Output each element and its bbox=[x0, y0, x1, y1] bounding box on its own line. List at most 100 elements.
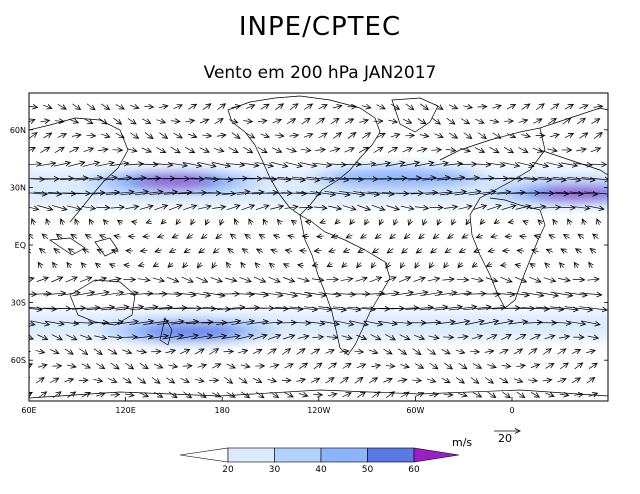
wind-arrow bbox=[129, 321, 153, 325]
wind-arrow bbox=[448, 105, 458, 109]
wind-arrow bbox=[50, 378, 58, 382]
wind-arrow bbox=[342, 393, 352, 397]
wind-arrow bbox=[458, 206, 472, 209]
wind-arrow bbox=[342, 263, 347, 267]
wind-arrow bbox=[57, 292, 80, 295]
wind-arrow bbox=[98, 118, 107, 124]
wind-arrow bbox=[72, 292, 94, 297]
wind-arrow bbox=[284, 393, 293, 397]
wind-arrow bbox=[385, 334, 395, 339]
wind-arrow bbox=[371, 262, 375, 267]
wind-arrow bbox=[588, 363, 597, 369]
wind-arrow bbox=[296, 349, 305, 355]
wind-arrow bbox=[183, 391, 191, 398]
wind-arrow bbox=[142, 118, 150, 124]
wind-arrow bbox=[405, 135, 414, 136]
wind-arrow bbox=[431, 117, 440, 124]
wind-arrow bbox=[448, 234, 454, 238]
wind-arrow bbox=[486, 335, 497, 340]
wind-arrow bbox=[506, 105, 515, 110]
wind-arrow bbox=[202, 135, 211, 136]
wind-arrow bbox=[227, 262, 231, 269]
wind-arrow bbox=[206, 218, 209, 225]
wind-arrow bbox=[442, 279, 454, 280]
wind-arrow bbox=[385, 366, 395, 367]
wind-arrow bbox=[434, 134, 443, 138]
lon-label: 60W bbox=[406, 406, 424, 415]
wind-arrow bbox=[441, 348, 449, 354]
wind-arrow bbox=[520, 236, 527, 237]
wind-arrow bbox=[199, 249, 206, 253]
wind-arrow bbox=[216, 234, 222, 239]
wind-arrow bbox=[57, 104, 66, 109]
wind-arrow bbox=[455, 377, 464, 384]
wind-arrow bbox=[400, 364, 409, 367]
wind-arrow bbox=[579, 306, 607, 310]
legend-low-triangle bbox=[179, 447, 229, 463]
wind-arrow bbox=[252, 349, 262, 353]
wind-arrow bbox=[184, 249, 191, 253]
wind-arrow bbox=[132, 222, 138, 223]
wind-arrow bbox=[206, 336, 226, 339]
wind-arrow bbox=[50, 350, 59, 354]
lat-label: 30N bbox=[10, 183, 26, 192]
wind-arrow bbox=[515, 334, 526, 341]
wind-arrow bbox=[259, 235, 266, 239]
wind-arrow bbox=[436, 321, 455, 324]
wind-arrow bbox=[422, 177, 450, 180]
wind-arrow bbox=[186, 322, 213, 324]
wind-arrow bbox=[400, 392, 409, 398]
wind-arrow bbox=[353, 191, 379, 195]
wind-arrow bbox=[304, 104, 312, 110]
wind-arrow bbox=[289, 104, 298, 111]
wind-arrow bbox=[318, 306, 346, 310]
wind-arrow bbox=[463, 106, 472, 108]
wind-arrow bbox=[552, 322, 571, 324]
wind-arrow bbox=[159, 132, 167, 139]
wind-arrow bbox=[227, 164, 244, 166]
wind-arrow bbox=[497, 192, 525, 194]
wind-arrow bbox=[29, 392, 32, 397]
wind-arrow bbox=[402, 119, 412, 123]
wind-arrow bbox=[329, 149, 340, 152]
wind-arrow bbox=[361, 308, 390, 309]
wind-arrow bbox=[24, 262, 28, 268]
wind-arrow bbox=[66, 334, 77, 340]
wind-arrow bbox=[373, 249, 379, 253]
map-subtitle: Vento em 200 hPa JAN2017 bbox=[203, 63, 437, 83]
wind-arrow bbox=[115, 307, 144, 311]
legend-swatch bbox=[320, 447, 368, 463]
wind-arrow bbox=[269, 365, 279, 367]
wind-arrow bbox=[187, 134, 197, 137]
wind-arrow bbox=[180, 378, 190, 382]
wind-arrow bbox=[201, 234, 208, 238]
wind-arrow bbox=[515, 264, 522, 265]
wind-arrow bbox=[376, 293, 399, 296]
wind-arrow bbox=[105, 192, 134, 195]
wind-arrow bbox=[211, 364, 220, 368]
wind-arrow bbox=[482, 192, 511, 195]
wind-arrow bbox=[487, 205, 501, 211]
wind-arrow bbox=[96, 163, 114, 167]
wind-arrow bbox=[171, 321, 198, 324]
wind-arrow bbox=[33, 192, 62, 194]
wind-arrow bbox=[47, 192, 76, 193]
wind-arrow bbox=[568, 219, 571, 225]
wind-arrow bbox=[81, 392, 90, 398]
wind-arrow bbox=[86, 307, 115, 310]
wind-arrow bbox=[386, 262, 390, 268]
wind-arrow bbox=[197, 262, 201, 267]
wind-arrow bbox=[540, 193, 569, 194]
wind-arrow bbox=[103, 177, 132, 180]
wind-arrow bbox=[454, 191, 481, 196]
wind-arrow bbox=[355, 278, 367, 282]
wind-arrow bbox=[533, 119, 541, 123]
wind-arrow bbox=[167, 277, 178, 281]
wind-arrow bbox=[39, 163, 55, 166]
lat-label: 60N bbox=[10, 126, 26, 135]
wind-arrow bbox=[501, 366, 511, 367]
wind-arrow bbox=[471, 278, 483, 280]
wind-arrow bbox=[268, 276, 280, 282]
wind-arrow bbox=[109, 279, 121, 281]
wind-arrow bbox=[462, 235, 469, 239]
